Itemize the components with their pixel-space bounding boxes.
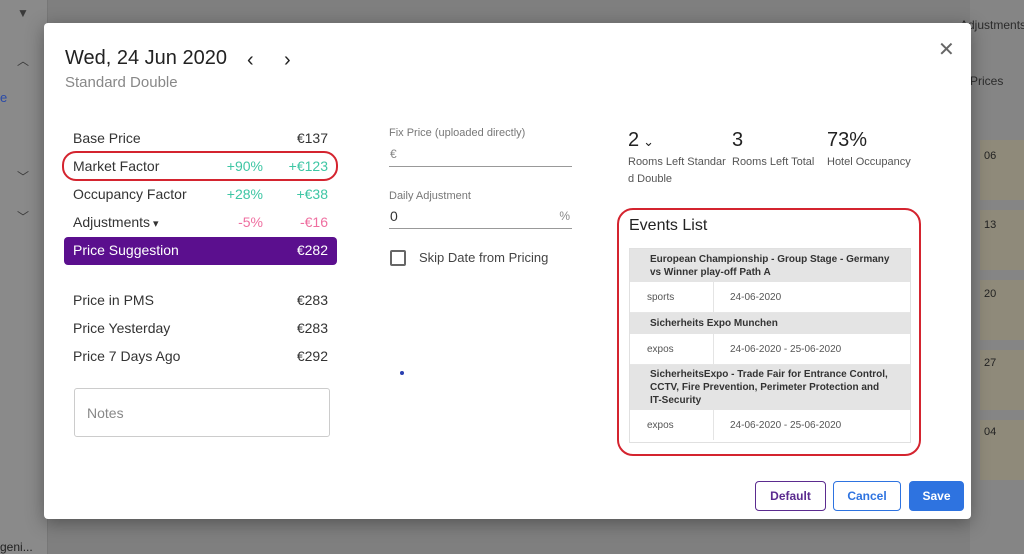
rooms-left-total-label: Rooms Left Total <box>732 156 815 168</box>
event-name: Sicherheits Expo Munchen <box>630 313 910 334</box>
occupancy-factor-percent: +28% <box>226 186 263 202</box>
event-date: 24-06-2020 - 25-06-2020 <box>730 420 842 431</box>
price-yesterday-label: Price Yesterday <box>73 320 171 336</box>
market-factor-percent: +90% <box>226 158 263 174</box>
market-factor-row: Market Factor +90% +€123 <box>64 152 337 180</box>
price-yesterday-row: Price Yesterday €283 <box>64 314 337 342</box>
chevron-down-icon[interactable]: ⌄ <box>643 134 655 149</box>
event-category: sports <box>647 292 675 303</box>
fix-price-input[interactable]: € <box>389 143 572 167</box>
event-name: European Championship - Group Stage - Ge… <box>630 249 910 282</box>
adjustments-row[interactable]: Adjustments ▾ -5% -€16 <box>64 208 337 236</box>
market-factor-highlight <box>62 151 338 181</box>
skip-date-checkbox[interactable] <box>390 250 406 266</box>
price-suggestion-value: €282 <box>296 242 328 258</box>
base-price-value: €137 <box>296 130 328 146</box>
chevron-down-icon[interactable]: ▾ <box>153 218 159 230</box>
events-list: European Championship - Group Stage - Ge… <box>629 248 911 443</box>
event-detail-row: expos 24-06-2020 - 25-06-2020 <box>630 410 910 441</box>
price-in-pms-value: €283 <box>296 292 328 308</box>
price-suggestion-row: Price Suggestion €282 <box>64 237 337 265</box>
price-7-days-ago-value: €292 <box>296 348 328 364</box>
hotel-occupancy-label: Hotel Occupancy <box>827 156 911 168</box>
background-tab: Prices <box>970 74 1004 88</box>
background-header: Adjustments <box>960 18 1024 32</box>
divider <box>713 410 714 440</box>
event-date: 24-06-2020 - 25-06-2020 <box>730 344 842 355</box>
price-in-pms-label: Price in PMS <box>73 292 154 308</box>
next-date-button[interactable]: › <box>284 49 291 71</box>
occupancy-factor-row: Occupancy Factor +28% +€38 <box>64 180 337 208</box>
base-price-label: Base Price <box>73 130 141 146</box>
base-price-row: Base Price €137 <box>64 124 337 152</box>
close-icon[interactable]: ✕ <box>938 39 955 61</box>
occupancy-factor-label: Occupancy Factor <box>73 186 187 202</box>
modal-date-title: Wed, 24 Jun 2020 <box>65 47 227 69</box>
rooms-left-type-value[interactable]: 2 ⌄ <box>628 129 655 151</box>
fix-price-label: Fix Price (uploaded directly) <box>389 127 526 139</box>
cancel-button[interactable]: Cancel <box>833 481 901 511</box>
price-detail-modal: Wed, 24 Jun 2020 ‹ › Standard Double ✕ B… <box>44 23 971 519</box>
default-button[interactable]: Default <box>755 481 826 511</box>
calendar-cell <box>980 420 1024 480</box>
divider <box>713 334 714 364</box>
event-category: expos <box>647 420 674 431</box>
adjustments-label[interactable]: Adjustments ▾ <box>73 214 159 230</box>
background-sidebar: ▼ ︿ e ﹀ ﹀ geni... <box>0 0 48 554</box>
adjustments-percent: -5% <box>238 214 263 230</box>
percent-suffix: % <box>559 209 570 223</box>
previous-date-button[interactable]: ‹ <box>247 49 254 71</box>
background-text: geni... <box>0 540 33 554</box>
event-detail-row: expos 24-06-2020 - 25-06-2020 <box>630 334 910 365</box>
daily-adjustment-value: 0 <box>390 208 398 224</box>
divider <box>713 282 714 312</box>
price-yesterday-value: €283 <box>296 320 328 336</box>
calendar-cell <box>980 280 1024 340</box>
events-highlight <box>617 208 921 456</box>
calendar-day: 20 <box>984 288 997 300</box>
price-7-days-ago-row: Price 7 Days Ago €292 <box>64 342 337 370</box>
adjustments-value: -€16 <box>299 214 328 230</box>
event-detail-row: sports 24-06-2020 <box>630 282 910 313</box>
calendar-cell <box>980 350 1024 410</box>
event-category: expos <box>647 344 674 355</box>
notes-field[interactable]: Notes <box>74 388 330 437</box>
daily-adjustment-label: Daily Adjustment <box>389 190 471 202</box>
calendar-day: 06 <box>984 150 997 162</box>
background-link: e <box>0 90 8 105</box>
skip-date-label[interactable]: Skip Date from Pricing <box>419 250 549 265</box>
notes-placeholder: Notes <box>87 405 124 421</box>
rooms-left-type-label: Rooms Left Standard Double <box>628 156 726 185</box>
calendar-cell <box>980 210 1024 270</box>
euro-prefix: € <box>390 147 397 161</box>
price-7-days-ago-label: Price 7 Days Ago <box>73 348 181 364</box>
chevron-down-icon: ▼ <box>17 6 29 20</box>
loading-indicator <box>400 371 404 375</box>
chevron-down-icon: ﹀ <box>17 170 30 184</box>
hotel-occupancy-value: 73% <box>827 129 868 151</box>
event-date: 24-06-2020 <box>730 292 782 303</box>
background-calendar: Adjustments Prices 06 13 20 27 04 <box>960 0 1024 554</box>
chevron-down-icon: ﹀ <box>17 210 30 224</box>
calendar-day: 13 <box>984 219 997 231</box>
event-name: SicherheitsExpo - Trade Fair for Entranc… <box>630 365 910 410</box>
price-suggestion-label: Price Suggestion <box>73 242 179 258</box>
market-factor-value: +€123 <box>288 158 328 174</box>
events-list-title: Events List <box>629 217 708 234</box>
occupancy-factor-value: +€38 <box>296 186 328 202</box>
save-button[interactable]: Save <box>909 481 964 511</box>
calendar-day: 04 <box>984 426 997 438</box>
price-in-pms-row: Price in PMS €283 <box>64 286 337 314</box>
room-type-subtitle: Standard Double <box>65 74 178 91</box>
calendar-cell <box>980 140 1024 200</box>
chevron-up-icon: ︿ <box>17 54 30 68</box>
market-factor-label: Market Factor <box>73 158 160 174</box>
calendar-day: 27 <box>984 357 997 369</box>
rooms-left-total-value: 3 <box>732 129 744 151</box>
daily-adjustment-input[interactable]: 0 % <box>389 205 572 229</box>
